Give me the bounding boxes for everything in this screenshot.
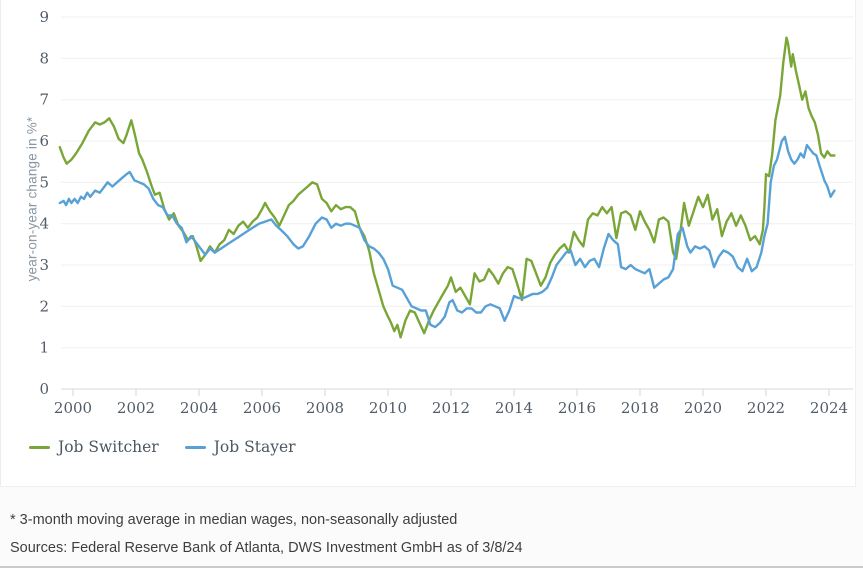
svg-text:5: 5 (39, 173, 49, 191)
job-switcher-line-swatch-icon (29, 445, 50, 449)
svg-text:1: 1 (39, 339, 49, 357)
series-lines (58, 36, 836, 339)
svg-text:2018: 2018 (621, 399, 659, 417)
chart-card: 0 1 2 3 4 5 6 7 8 9 2000 2002 2004 2006 2008 2010 2012 20… (0, 0, 856, 487)
svg-text:7: 7 (39, 91, 49, 109)
svg-text:2024: 2024 (810, 399, 848, 417)
x-axis-ticks: 2000 2002 2004 2006 2008 2010 2012 2014 2016 2018… (54, 389, 848, 417)
job-stayer-line (58, 135, 836, 329)
svg-text:2004: 2004 (180, 399, 218, 417)
chart-legend: Job Switcher Job Stayer (29, 438, 296, 456)
sources-text: Sources: Federal Reserve Bank of Atlanta… (10, 540, 523, 556)
legend-item-job-switcher[interactable]: Job Switcher (29, 438, 159, 456)
job-stayer-line-swatch-icon (184, 445, 206, 449)
svg-text:0: 0 (39, 380, 49, 398)
legend-label-job-switcher: Job Switcher (58, 438, 159, 456)
svg-text:2022: 2022 (747, 399, 785, 417)
svg-text:2: 2 (39, 297, 49, 315)
svg-text:9: 9 (39, 8, 49, 26)
svg-text:2014: 2014 (495, 399, 533, 417)
y-axis-title: year-on-year change in %* (24, 116, 40, 282)
svg-text:2016: 2016 (558, 399, 596, 417)
svg-text:2020: 2020 (684, 399, 722, 417)
svg-text:3: 3 (39, 256, 49, 274)
svg-text:8: 8 (39, 49, 49, 67)
svg-text:2008: 2008 (306, 399, 344, 417)
page-bottom-divider (0, 566, 863, 568)
svg-text:2010: 2010 (369, 399, 407, 417)
legend-label-job-stayer: Job Stayer (213, 438, 296, 456)
legend-item-job-stayer[interactable]: Job Stayer (184, 438, 296, 456)
svg-text:4: 4 (39, 215, 49, 233)
job-switcher-line (58, 36, 836, 339)
svg-text:2006: 2006 (243, 399, 281, 417)
y-gridlines (61, 16, 853, 390)
y-axis-ticks: 0 1 2 3 4 5 6 7 8 9 (39, 8, 49, 398)
svg-text:2002: 2002 (117, 399, 155, 417)
footnote-text: * 3-month moving average in median wages… (10, 512, 458, 528)
svg-text:2000: 2000 (54, 399, 92, 417)
svg-text:6: 6 (39, 132, 49, 150)
svg-text:2012: 2012 (432, 399, 470, 417)
